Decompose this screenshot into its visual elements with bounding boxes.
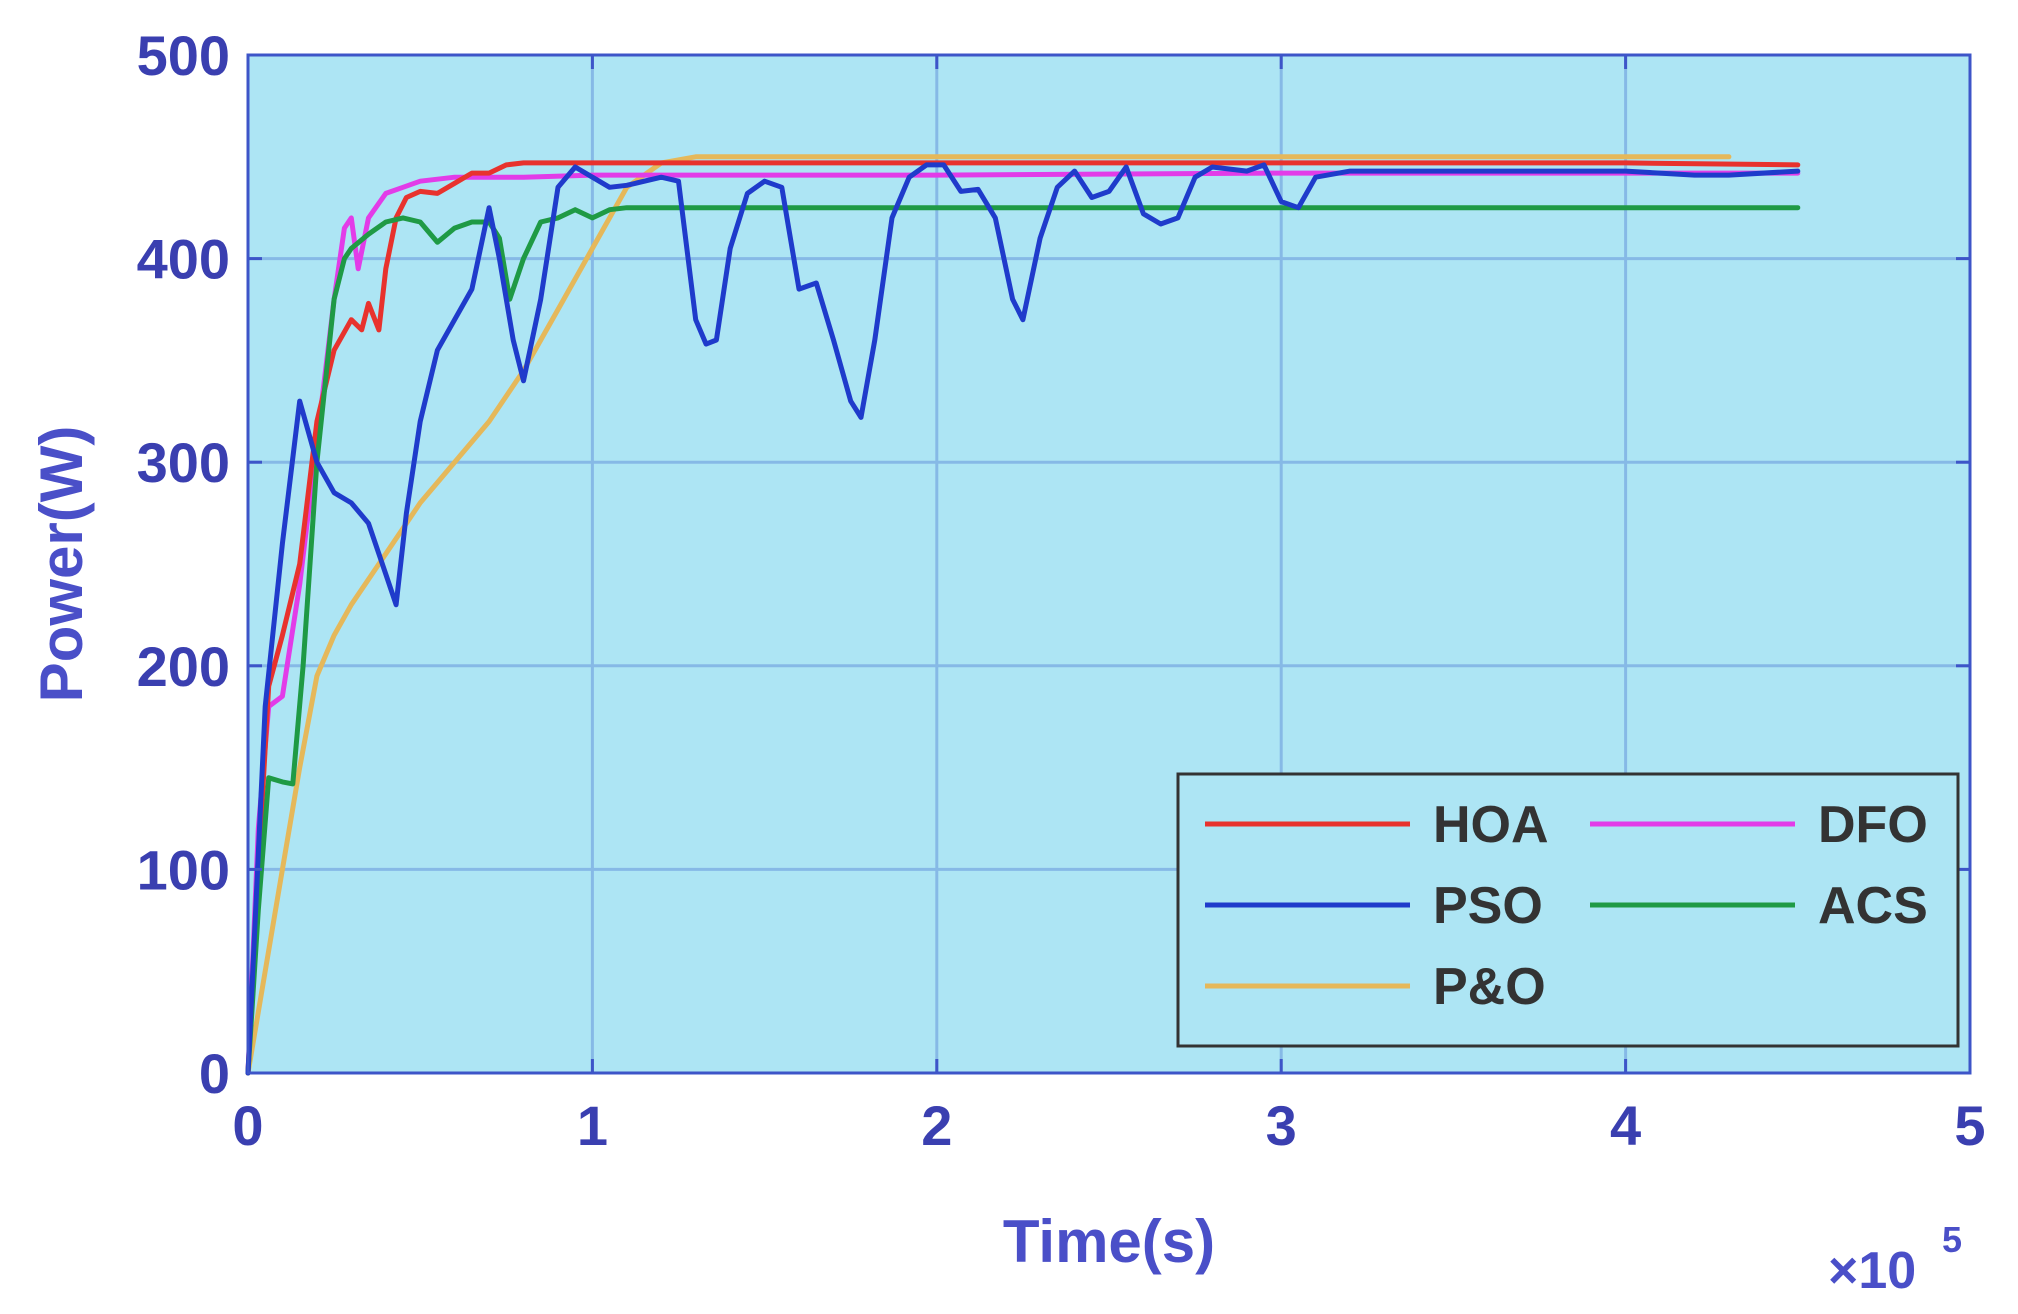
y-tick-label: 0 (199, 1042, 230, 1105)
x-tick-label: 1 (577, 1094, 608, 1157)
x-tick-label: 5 (1954, 1094, 1985, 1157)
legend-label-pso: PSO (1433, 877, 1543, 935)
y-tick-label: 400 (137, 228, 230, 291)
legend-label-p-o: P&O (1433, 958, 1546, 1016)
legend: HOA DFO PSO ACS P&O (1176, 772, 1960, 1048)
legend-label-acs: ACS (1818, 877, 1928, 935)
grid-lines (248, 55, 1970, 1073)
y-tick-label: 100 (137, 838, 230, 901)
x-tick-label: 4 (1610, 1094, 1641, 1157)
x-tick-label: 2 (921, 1094, 952, 1157)
y-tick-label: 300 (137, 431, 230, 494)
series-lines (245, 154, 1801, 1076)
series-line-acs (245, 205, 1801, 1076)
y-axis-label: Power(W) (28, 426, 95, 703)
series-line-pso (245, 162, 1801, 1076)
y-tick-label: 500 (137, 24, 230, 87)
legend-label-dfo: DFO (1818, 796, 1928, 854)
series-line-p-o (245, 154, 1732, 1076)
x-exponent-power: 5 (1942, 1219, 1962, 1260)
x-exponent-base: ×10 (1828, 1242, 1916, 1300)
x-tick-label: 0 (232, 1094, 263, 1157)
legend-box (1176, 772, 1960, 1048)
x-tick-label: 3 (1266, 1094, 1297, 1157)
legend-label-hoa: HOA (1433, 796, 1549, 854)
axis-ticks: 0 1 2 3 4 5 0 100 200 300 400 500 (137, 24, 1986, 1157)
series-line-dfo (245, 170, 1801, 1076)
x-axis-label: Time(s) (1003, 1208, 1215, 1275)
y-tick-label: 200 (137, 635, 230, 698)
plot-border (246, 53, 1972, 1075)
